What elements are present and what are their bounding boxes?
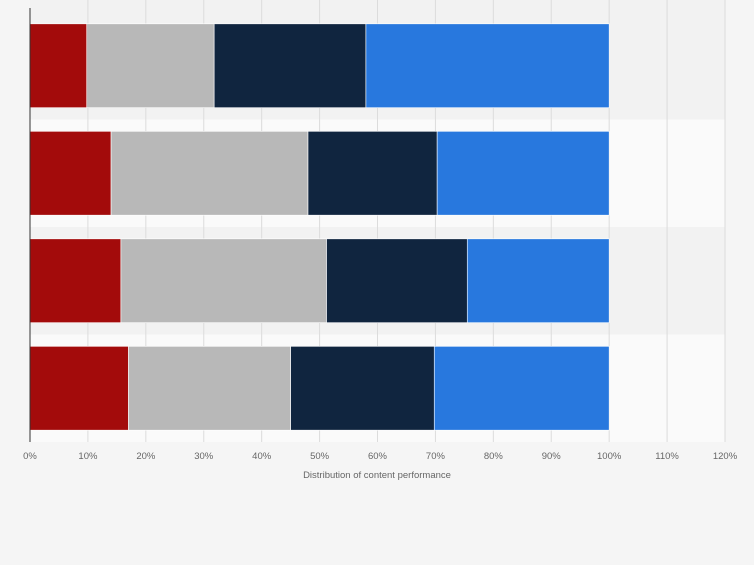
bar-segment bbox=[29, 346, 129, 431]
x-tick-label: 50% bbox=[310, 451, 330, 462]
x-tick-label: 30% bbox=[194, 451, 214, 462]
x-tick-label: 40% bbox=[252, 451, 272, 462]
bars bbox=[29, 23, 610, 431]
bar-segment bbox=[436, 131, 610, 216]
bar-segment bbox=[365, 23, 610, 108]
x-tick-label: 0% bbox=[23, 451, 37, 462]
x-tick-label: 80% bbox=[484, 451, 504, 462]
bar-segment bbox=[433, 346, 610, 431]
bar-segment bbox=[86, 23, 215, 108]
bar-segment bbox=[29, 238, 122, 323]
x-tick-label: 70% bbox=[426, 451, 446, 462]
bar-segment bbox=[128, 346, 291, 431]
x-tick-label: 90% bbox=[542, 451, 562, 462]
x-tick-label: 110% bbox=[655, 451, 679, 462]
bar-segment bbox=[307, 131, 438, 216]
bar-segment bbox=[120, 238, 327, 323]
x-axis-label: Distribution of content performance bbox=[303, 470, 451, 481]
x-tick-label: 120% bbox=[713, 451, 738, 462]
bar-segment bbox=[29, 131, 112, 216]
bar-segment bbox=[29, 23, 88, 108]
x-tick-label: 60% bbox=[368, 451, 388, 462]
x-axis: 0% 10% 20% 30% 40% 50% 60% 70% 80% 90% 100% 110% 120… bbox=[23, 8, 738, 462]
bar-segment bbox=[326, 238, 468, 323]
bar-segment bbox=[466, 238, 610, 323]
x-tick-label: 10% bbox=[78, 451, 98, 462]
bar-segment bbox=[213, 23, 367, 108]
x-tick-label: 100% bbox=[597, 451, 622, 462]
x-tick-label: 20% bbox=[136, 451, 156, 462]
bar-segment bbox=[290, 346, 435, 431]
bar-segment bbox=[110, 131, 309, 216]
